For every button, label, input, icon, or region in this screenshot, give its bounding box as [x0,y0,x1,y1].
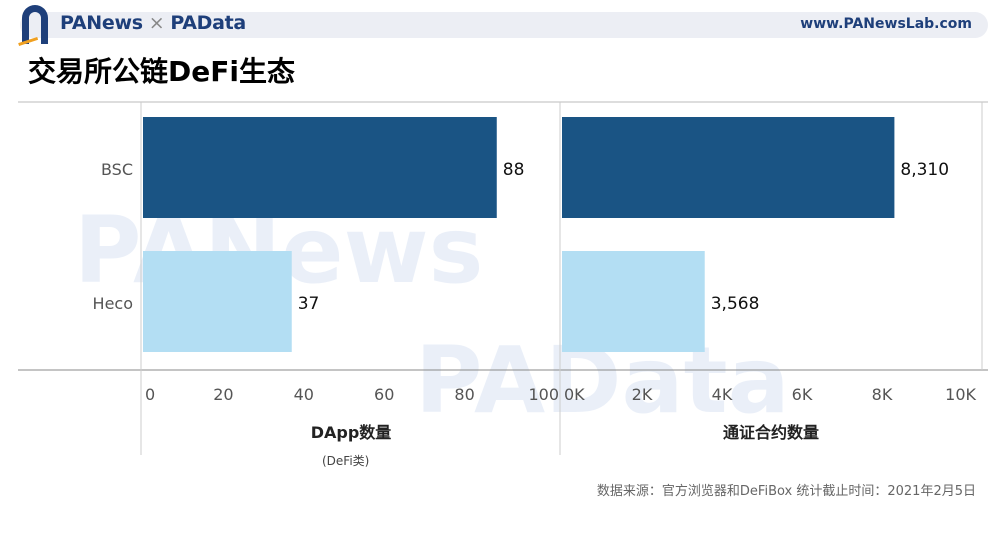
site-url[interactable]: www.PANewsLab.com [800,16,972,32]
tick-label-token-2: 4K [712,385,733,404]
category-label-heco: Heco [93,294,133,313]
tick-label-token-5: 10K [945,385,976,404]
page-title: 交易所公链DeFi生态 [28,55,295,88]
tick-label-token-4: 8K [872,385,893,404]
panews-logo-icon [18,5,48,46]
brand-panews: PANews [60,12,143,34]
tick-label-dapp-4: 80 [454,385,474,404]
axis-title-dapp: DApp数量 [311,423,392,442]
data-label-token-heco: 3,568 [711,294,760,314]
tick-label-token-1: 2K [632,385,653,404]
tick-label-dapp-0: 0 [145,385,155,404]
brand-logo-text: PANews × PAData [60,12,246,34]
bar-dapp-bsc [143,117,497,218]
category-label-bsc: BSC [101,160,133,179]
bar-dapp-heco [143,251,292,352]
data-label-dapp-bsc: 88 [503,160,525,180]
tick-label-dapp-3: 60 [374,385,394,404]
brand-separator: × [148,12,165,34]
bar-token-bsc [562,117,895,218]
data-source: 数据来源：官方浏览器和DeFiBox 统计截止时间：2021年2月5日 [596,484,976,499]
tick-label-dapp-5: 100 [528,385,559,404]
axis-title-token: 通证合约数量 [723,423,819,442]
header-bar [20,12,988,38]
tick-label-token-3: 6K [792,385,813,404]
tick-label-dapp-2: 40 [294,385,314,404]
tick-label-dapp-1: 20 [213,385,233,404]
brand-padata: PAData [170,12,246,34]
tick-label-token-0: 0K [564,385,585,404]
data-label-dapp-heco: 37 [298,294,320,314]
left-xlabel-note: (DeFi类) [322,454,370,468]
bar-token-heco [562,251,705,352]
data-label-token-bsc: 8,310 [900,160,949,180]
